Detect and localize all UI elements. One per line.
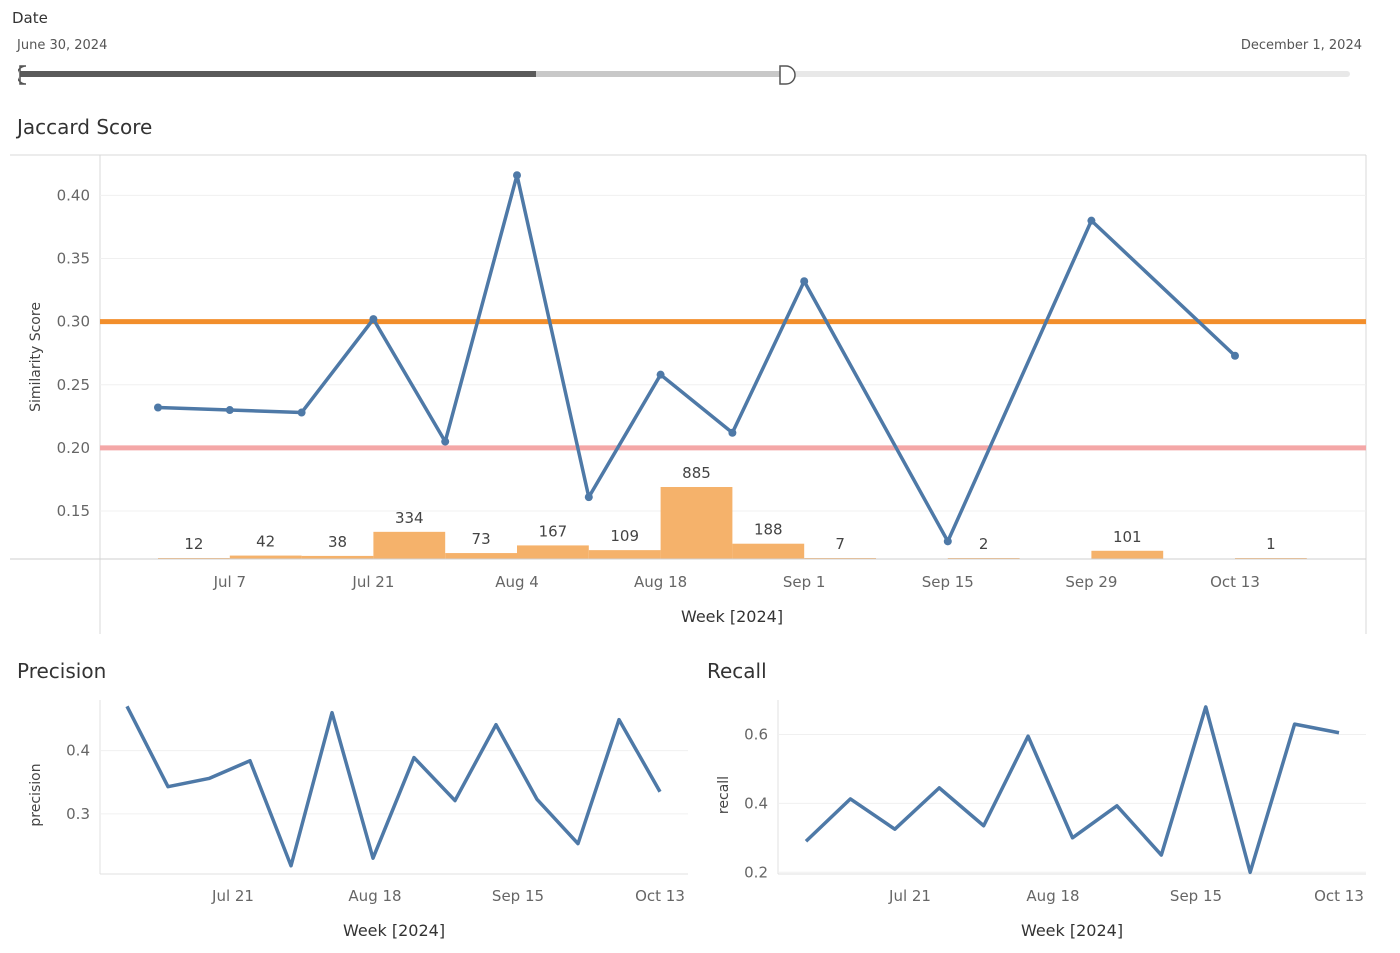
jaccard-chart: 0.15 0.20 0.25 0.30 0.35 0.40 Similarity Score… bbox=[10, 154, 1367, 634]
jaccard-chart-title: Jaccard Score bbox=[17, 115, 153, 139]
jaccard-count-label: 2 bbox=[979, 535, 989, 553]
slider-end-handle[interactable] bbox=[779, 65, 796, 85]
jaccard-x-tick-label: Aug 4 bbox=[495, 573, 539, 591]
precision-x-tick-label: Sep 15 bbox=[492, 887, 544, 905]
jaccard-count-label: 38 bbox=[328, 533, 347, 551]
jaccard-count-bar bbox=[229, 555, 302, 559]
jaccard-point bbox=[800, 277, 809, 286]
precision-series-line bbox=[125, 705, 662, 868]
jaccard-x-tick-label: Jul 21 bbox=[351, 573, 394, 591]
jaccard-x-tick-label: Jul 7 bbox=[213, 573, 246, 591]
date-range-end: December 1, 2024 bbox=[1240, 38, 1362, 53]
jaccard-point bbox=[584, 493, 593, 502]
recall-y-tick-label: 0.4 bbox=[744, 794, 768, 812]
jaccard-point bbox=[225, 406, 234, 415]
jaccard-y-tick-label: 0.35 bbox=[57, 250, 90, 268]
jaccard-y-tick-label: 0.20 bbox=[57, 439, 90, 457]
jaccard-point bbox=[943, 537, 952, 546]
jaccard-point bbox=[369, 315, 378, 324]
date-range-slider[interactable] bbox=[18, 64, 1358, 86]
jaccard-y-axis-title: Similarity Score bbox=[28, 302, 44, 412]
recall-x-tick-label: Sep 15 bbox=[1170, 887, 1222, 905]
jaccard-y-tick-label: 0.25 bbox=[57, 376, 90, 394]
jaccard-count-label: 12 bbox=[184, 535, 203, 553]
jaccard-y-tick-label: 0.30 bbox=[57, 313, 90, 331]
precision-x-tick-label: Jul 21 bbox=[211, 887, 254, 905]
slider-active-range bbox=[20, 71, 536, 77]
jaccard-count-label: 7 bbox=[835, 535, 845, 553]
jaccard-point bbox=[441, 437, 450, 446]
jaccard-count-bar bbox=[445, 553, 517, 559]
recall-series-line bbox=[804, 705, 1340, 875]
precision-x-tick-label: Oct 13 bbox=[635, 887, 685, 905]
jaccard-count-label: 885 bbox=[682, 464, 711, 482]
jaccard-x-axis-title: Week [2024] bbox=[681, 607, 783, 626]
recall-y-tick-label: 0.2 bbox=[744, 863, 768, 881]
jaccard-y-tick-label: 0.40 bbox=[57, 186, 90, 204]
jaccard-x-tick-label: Sep 29 bbox=[1065, 573, 1117, 591]
jaccard-x-tick-label: Aug 18 bbox=[634, 573, 687, 591]
precision-chart-title: Precision bbox=[17, 659, 107, 683]
precision-y-axis-title: precision bbox=[28, 763, 44, 826]
jaccard-series-line bbox=[157, 173, 1237, 544]
jaccard-y-tick-label: 0.15 bbox=[57, 502, 90, 520]
recall-chart-title: Recall bbox=[707, 659, 767, 683]
jaccard-count-bar bbox=[517, 545, 589, 559]
jaccard-count-bar bbox=[1091, 550, 1164, 559]
recall-x-tick-label: Aug 18 bbox=[1026, 887, 1079, 905]
recall-x-axis-title: Week [2024] bbox=[1021, 921, 1123, 940]
recall-x-tick-label: Oct 13 bbox=[1314, 887, 1364, 905]
jaccard-count-bar bbox=[660, 487, 733, 559]
jaccard-point bbox=[154, 403, 162, 412]
jaccard-x-tick-label: Sep 15 bbox=[922, 573, 974, 591]
jaccard-count-label: 1 bbox=[1266, 535, 1276, 553]
jaccard-count-bar bbox=[588, 550, 661, 559]
precision-chart: 0.3 0.4 precision Jul 21 Aug 18 Sep 15 Oct 13 W… bbox=[28, 700, 688, 940]
jaccard-x-tick-label: Sep 1 bbox=[783, 573, 826, 591]
jaccard-count-label: 73 bbox=[472, 530, 491, 548]
recall-y-tick-label: 0.6 bbox=[744, 725, 768, 743]
date-filter-label: Date bbox=[12, 9, 48, 27]
jaccard-count-label: 188 bbox=[754, 521, 783, 539]
jaccard-point bbox=[513, 171, 521, 180]
precision-y-tick-label: 0.3 bbox=[66, 805, 90, 823]
jaccard-point bbox=[1087, 216, 1096, 225]
jaccard-point bbox=[297, 408, 306, 417]
jaccard-point bbox=[1231, 351, 1239, 360]
jaccard-count-label: 334 bbox=[395, 509, 424, 527]
recall-x-tick-label: Jul 21 bbox=[888, 887, 931, 905]
jaccard-count-bar bbox=[301, 555, 374, 559]
recall-y-axis-title: recall bbox=[716, 776, 732, 814]
slider-start-handle[interactable] bbox=[18, 65, 27, 85]
jaccard-x-tick-label: Oct 13 bbox=[1210, 573, 1260, 591]
jaccard-count-label: 109 bbox=[610, 527, 639, 545]
jaccard-point bbox=[728, 428, 737, 437]
jaccard-point bbox=[656, 370, 665, 379]
jaccard-count-bar bbox=[732, 543, 805, 559]
precision-y-tick-label: 0.4 bbox=[66, 742, 90, 760]
precision-x-tick-label: Aug 18 bbox=[348, 887, 401, 905]
precision-x-axis-title: Week [2024] bbox=[343, 921, 445, 940]
jaccard-count-label: 167 bbox=[539, 522, 568, 540]
jaccard-count-label: 42 bbox=[256, 533, 275, 551]
jaccard-count-label: 101 bbox=[1113, 528, 1142, 546]
date-range-start: June 30, 2024 bbox=[17, 38, 108, 53]
recall-chart: 0.2 0.4 0.6 recall Jul 21 Aug 18 Sep 15 Oct 13 W… bbox=[716, 700, 1366, 940]
jaccard-count-bar bbox=[373, 531, 446, 559]
